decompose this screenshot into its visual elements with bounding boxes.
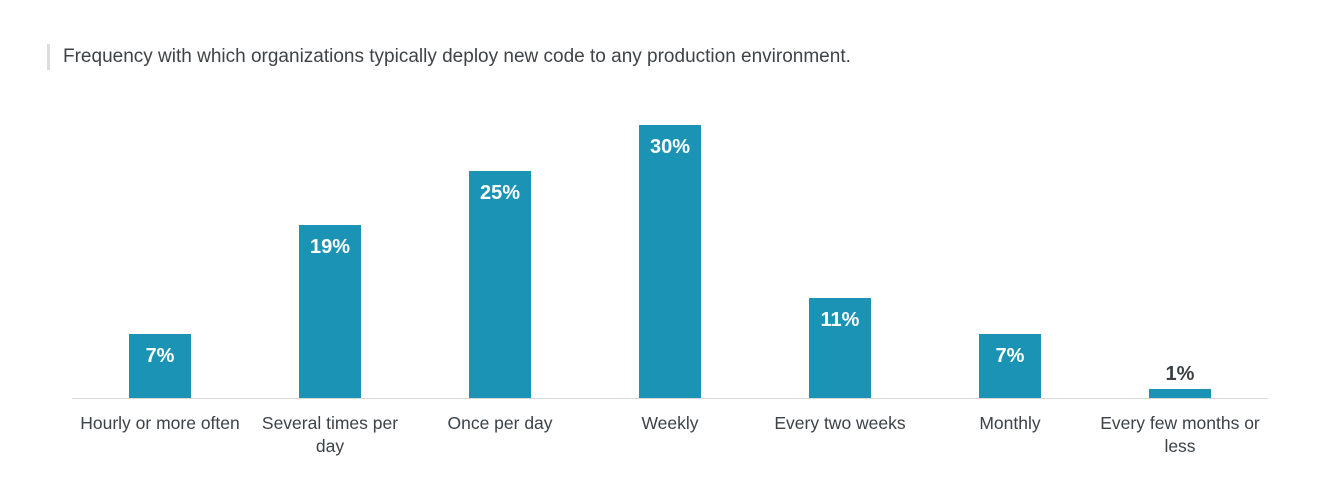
bar-columns: 7% Hourly or more often 19% Several times p… xyxy=(75,98,1265,459)
category-label: Weekly xyxy=(641,413,699,433)
bar-plot-area: 11% xyxy=(755,98,925,398)
bar-plot-area: 19% xyxy=(245,98,415,398)
category-label: Monthly xyxy=(979,413,1041,433)
category-label: Every two weeks xyxy=(774,413,906,433)
bar-plot-area: 7% xyxy=(925,98,1095,398)
category-label: Several times per day xyxy=(261,413,399,457)
bar-plot-area: 1% xyxy=(1095,98,1265,398)
category-label: Every few months or less xyxy=(1100,413,1260,457)
bar-plot-area: 7% xyxy=(75,98,245,398)
chart-title-block: Frequency with which organizations typic… xyxy=(47,44,1294,70)
bar-column: 7% Monthly xyxy=(925,98,1095,459)
bar-column: 11% Every two weeks xyxy=(755,98,925,459)
bar-column: 19% Several times per day xyxy=(245,98,415,459)
bar-plot-area: 30% xyxy=(585,98,755,398)
bar-column: 1% Every few months or less xyxy=(1095,98,1265,459)
bar: 7% xyxy=(979,334,1041,398)
bar-column: 30% Weekly xyxy=(585,98,755,459)
bar-column: 25% Once per day xyxy=(415,98,585,459)
bar-column: 7% Hourly or more often xyxy=(75,98,245,459)
bar-value-label: 7% xyxy=(995,345,1025,367)
bar-value-label: 30% xyxy=(649,136,691,158)
bar-value-label: 11% xyxy=(820,309,860,331)
bar-value-label: 1% xyxy=(1165,363,1195,385)
bar-chart: 7% Hourly or more often 19% Several times p… xyxy=(72,98,1268,459)
bar-value-label: 19% xyxy=(309,236,351,258)
bar-value-label: 25% xyxy=(479,182,521,204)
chart-title: Frequency with which organizations typic… xyxy=(63,46,851,67)
bar-plot-area: 25% xyxy=(415,98,585,398)
bar: 25% xyxy=(469,171,531,398)
bar: 30% xyxy=(639,125,701,398)
bar: 11% xyxy=(809,298,871,398)
bar-value-label: 7% xyxy=(145,345,175,367)
category-label: Hourly or more often xyxy=(80,413,240,433)
x-axis-line xyxy=(72,398,1268,399)
bar: 19% xyxy=(299,225,361,398)
bar xyxy=(1149,389,1211,398)
category-label: Once per day xyxy=(447,413,553,433)
bar: 7% xyxy=(129,334,191,398)
